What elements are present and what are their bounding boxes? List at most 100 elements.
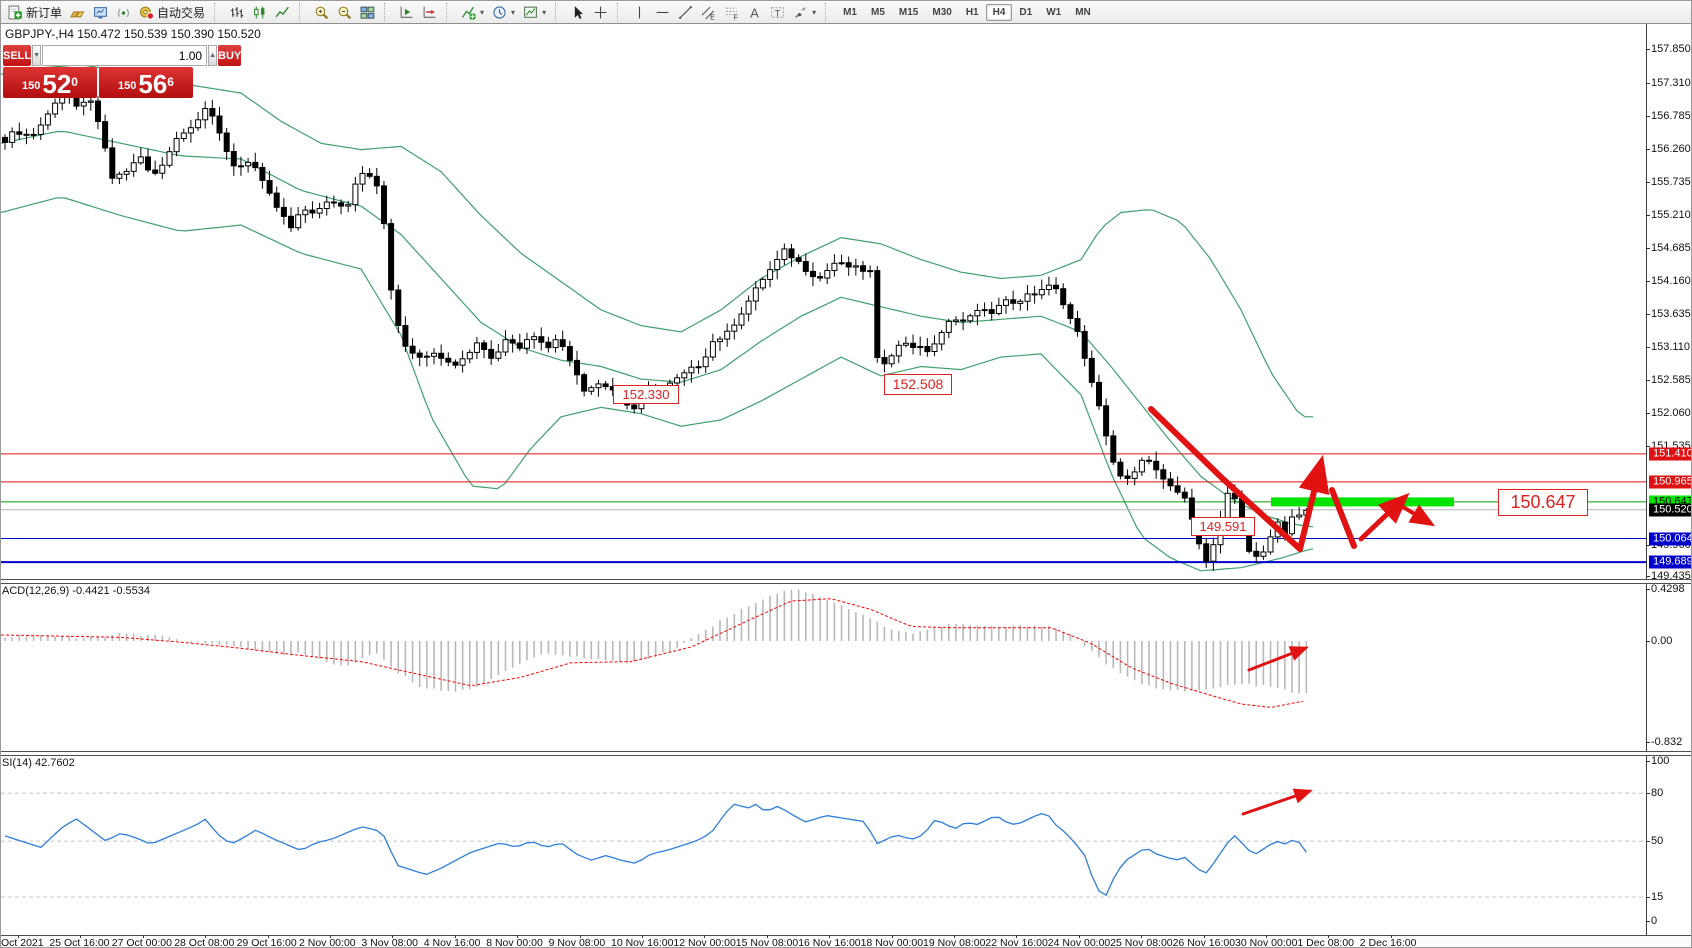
arrows-button[interactable]: ▾ — [789, 3, 820, 22]
main-price-chart[interactable] — [1, 24, 1692, 579]
timeframe-m30-button[interactable]: M30 — [932, 6, 952, 18]
gold-icon — [70, 10, 85, 17]
zoom-out-button[interactable] — [333, 3, 356, 22]
chevron-down-icon[interactable]: ▾ — [480, 7, 485, 17]
vertical-line-button[interactable] — [628, 3, 651, 22]
support-highlight-band[interactable] — [1271, 497, 1454, 507]
toolbar-group — [392, 1, 444, 23]
time-axis-tick — [642, 935, 643, 938]
chevron-down-icon[interactable]: ▾ — [511, 7, 516, 17]
horizontal-line-button[interactable] — [651, 3, 674, 22]
axis-tick — [1646, 215, 1650, 216]
macd-histogram — [4, 589, 1308, 694]
time-axis-tick — [18, 935, 19, 938]
equidistant-channel-icon: E — [701, 6, 715, 20]
autotrading-button[interactable]: 自动交易 — [135, 2, 209, 23]
volume-decrease-button[interactable]: ▼ — [32, 45, 42, 66]
fibonacci-icon: F — [726, 7, 738, 20]
time-axis-label: 8 Nov 00:00 — [486, 937, 543, 948]
chart-shift-button[interactable] — [418, 3, 441, 22]
volume-input[interactable] — [42, 45, 208, 66]
horizontal-line-icon — [656, 11, 669, 13]
toolbar-separator — [555, 3, 561, 21]
sell-button[interactable]: SELL — [3, 45, 32, 66]
rsi-label: SI(14) 42.7602 — [2, 757, 75, 769]
indicators-button[interactable]: ▾ — [457, 3, 488, 22]
axis-tick — [1646, 380, 1650, 381]
price-callout-150.647[interactable]: 150.647 — [1498, 489, 1588, 516]
time-axis-label: 25 Nov 08:00 — [1110, 937, 1173, 948]
new-order-label: 新订单 — [26, 5, 63, 20]
fibonacci-button[interactable]: F — [720, 3, 743, 22]
chevron-down-icon[interactable]: ▾ — [542, 7, 547, 17]
time-axis-tick — [517, 935, 519, 938]
axis-tick — [1646, 83, 1650, 84]
rsi-indicator-panel[interactable] — [1, 754, 1692, 934]
signal-button[interactable] — [112, 3, 135, 22]
candlestick-chart-icon — [254, 6, 265, 18]
new-order-button[interactable]: 新订单 — [4, 2, 66, 23]
buy-price-prefix: 150 — [118, 80, 137, 92]
sell-price-box[interactable]: 150 52 0 — [3, 67, 97, 98]
macd-signal-line — [1, 598, 1304, 708]
timeframe-h1-button[interactable]: H1 — [965, 6, 979, 18]
time-axis-label: 27 Oct 00:00 — [111, 937, 172, 948]
time-axis-label: Oct 2021 — [1, 937, 44, 948]
auto-scroll-icon — [400, 6, 413, 18]
rsi-panel-separator[interactable] — [1, 751, 1691, 756]
auto-scroll-button[interactable] — [395, 3, 418, 22]
price-callout-152.508[interactable]: 152.508 — [884, 374, 952, 395]
timeframe-group: M1 M5 M15 M30 H1 H4 D1 W1 MN — [833, 1, 1101, 23]
macd-indicator-panel[interactable] — [1, 582, 1692, 750]
time-axis-label: 1 Dec 08:00 — [1297, 937, 1355, 948]
templates-button[interactable]: ▾ — [519, 3, 550, 22]
axis-tick — [1646, 281, 1650, 282]
crosshair-button[interactable] — [589, 3, 612, 22]
buy-price-box[interactable]: 150 56 6 — [99, 67, 193, 98]
toolbar-separator — [825, 3, 831, 21]
buy-button[interactable]: BUY — [218, 45, 242, 66]
macd-panel-separator[interactable] — [1, 579, 1691, 584]
axis-tick — [1646, 413, 1650, 414]
trend-line-button[interactable] — [674, 3, 697, 22]
price-callout-149.591[interactable]: 149.591 — [1191, 517, 1255, 536]
rsi-axis-label: 0 — [1651, 915, 1658, 927]
equidistant-channel-button[interactable]: E — [697, 3, 720, 22]
svg-text:A: A — [750, 5, 759, 20]
price-callout-152.330[interactable]: 152.330 — [613, 385, 679, 404]
bar-chart-button[interactable] — [225, 3, 248, 22]
timeframe-m1-button[interactable]: M1 — [843, 6, 857, 18]
arrowhead — [1292, 788, 1313, 804]
text-label-button[interactable]: T — [766, 3, 789, 22]
text-button[interactable]: A — [743, 3, 766, 22]
timeframe-h4-button[interactable]: H4 — [985, 3, 1013, 21]
timeframe-m15-button[interactable]: M15 — [898, 6, 919, 18]
arrowhead — [1377, 492, 1410, 524]
chart-ohlc-header: GBPJPY-,H4 150.472 150.539 150.390 150.5… — [5, 27, 261, 41]
volume-increase-button[interactable]: ▲ — [208, 45, 217, 66]
periods-icon — [493, 5, 506, 19]
buy-price-pip: 6 — [167, 75, 174, 89]
cursor-button[interactable] — [566, 3, 589, 22]
candlestick-chart-button[interactable] — [248, 3, 271, 22]
timeframe-m5-button[interactable]: M5 — [871, 6, 885, 18]
monitor-button[interactable] — [89, 3, 112, 22]
price-axis-label: 154.685 — [1651, 242, 1691, 254]
tile-windows-button[interactable] — [356, 3, 379, 22]
timeframe-d1-button[interactable]: D1 — [1019, 6, 1033, 18]
axis-tick — [1646, 897, 1650, 898]
periods-button[interactable]: ▾ — [488, 3, 519, 22]
annotation-arrow — [1329, 487, 1357, 549]
timeframe-mn-button[interactable]: MN — [1075, 6, 1091, 18]
axis-tick — [1646, 589, 1650, 590]
axis-tick — [1646, 742, 1650, 743]
chevron-down-icon[interactable]: ▾ — [812, 7, 817, 17]
timeframe-w1-button[interactable]: W1 — [1046, 6, 1062, 18]
gold-button[interactable] — [66, 3, 89, 22]
time-axis-label: 15 Nov 08:00 — [735, 937, 799, 948]
toolbar-separator — [214, 3, 220, 21]
zoom-in-button[interactable] — [310, 3, 333, 22]
line-chart-button[interactable] — [271, 3, 294, 22]
